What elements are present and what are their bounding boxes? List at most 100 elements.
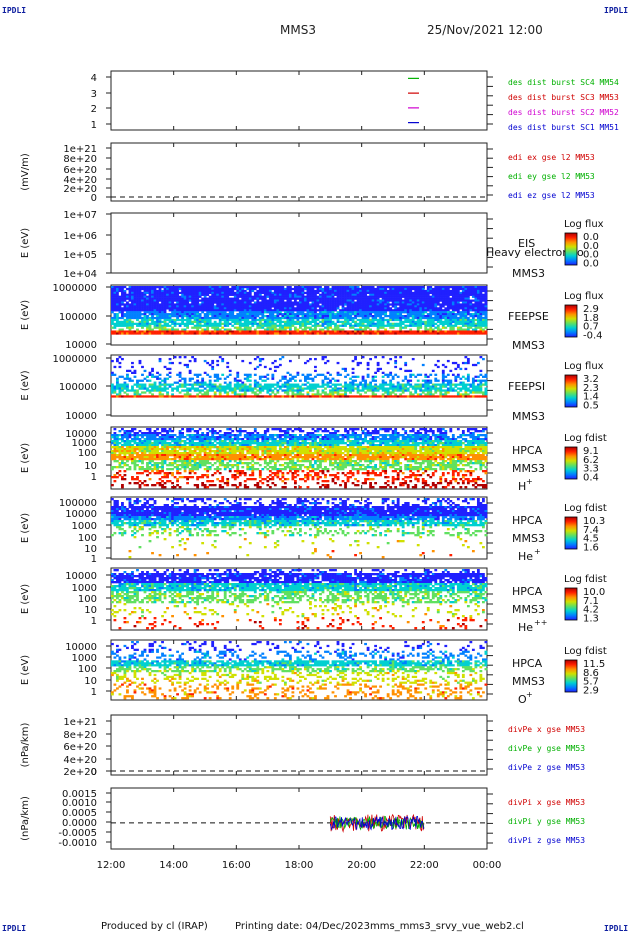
spectrogram-cell [371,320,375,324]
spectrogram-cell [349,289,352,293]
spectrogram-cell [111,446,114,449]
spectrogram-cell [431,311,435,314]
spectrogram-cell [299,385,302,388]
spectrogram-cell [471,377,475,380]
spectrogram-cell [266,387,270,390]
spectrogram-cell [261,307,265,310]
spectrogram-cell [404,320,408,324]
spectrogram-cell [464,311,468,314]
spectrogram-cell [153,383,157,386]
spectrogram-cell [213,301,217,304]
spectrogram-cell [251,318,255,322]
spectrogram-cell [376,286,380,289]
spectrogram-cell [161,383,164,386]
spectrogram-cell [208,383,212,386]
spectrogram-cell [126,313,129,316]
spectrogram-cell [238,299,242,302]
spectrogram-cell [466,316,470,320]
spectrogram-cell [301,383,305,386]
spectrogram-cell [211,303,215,306]
spectrogram-cell [469,385,473,388]
spectrogram-cell [406,395,410,398]
spectrogram-cell [181,320,184,324]
spectrogram-cell [324,307,327,310]
spectrogram-cell [131,320,134,324]
spectrogram-cell [253,357,257,361]
spectrogram-cell [381,375,385,378]
spectrogram-cell [168,316,172,320]
spectrogram-cell [384,299,388,302]
spectrogram-cell [131,385,134,388]
spectrogram-cell [376,291,380,295]
spectrogram-cell [131,332,134,335]
spectrogram-cell [266,303,270,306]
spectrogram-cell [456,307,460,310]
spectrogram-cell [344,391,347,394]
spectrogram-cell [271,313,275,316]
spectrogram-cell [446,301,450,304]
spectrogram-cell [409,383,413,386]
spectrogram-cell [238,305,242,308]
spectrogram-cell [369,307,372,310]
spectrogram-cell [299,297,302,300]
spectrogram-cell [416,299,420,302]
spectrogram-cell [359,287,362,291]
spectrogram-cell [121,293,124,296]
spacecraft-label: MMS3 [512,339,545,352]
spectrogram-cell [226,303,230,306]
spectrogram-cell [364,395,367,398]
spectrogram-cell [441,301,445,304]
spectrogram-cell [126,438,129,441]
spectrogram-cell [459,287,463,291]
spectrogram-cell [354,301,357,304]
spectrogram-cell [273,299,277,302]
spectrogram-cell [198,303,202,306]
spectrogram-cell [446,387,450,390]
spectrogram-cell [299,393,302,396]
spectrogram-cell [256,299,260,302]
spectrogram-cell [374,307,378,310]
spectrogram-cell [391,315,395,318]
spectrogram-cell [474,311,478,314]
spectrogram-cell [268,318,272,322]
spectrogram-cell [374,301,378,304]
spectrogram-cell [464,322,468,325]
spectrogram-cell [344,322,347,325]
spectrogram-cell [128,446,132,449]
spectrogram-cell [454,318,458,322]
spectrogram-cell [256,291,260,295]
spectrogram-cell [133,375,137,378]
spectrogram-cell [256,318,260,322]
spectrogram-cell [191,286,195,289]
spectrogram-cell [113,297,117,300]
spectrogram-cell [146,387,149,390]
spectrogram-cell [296,328,300,331]
spectrogram-cell [278,385,282,388]
spectrogram-cell [216,373,220,376]
spectrogram-cell [434,313,438,316]
spectrogram-cell [218,289,222,293]
spectrogram-cell [196,330,200,333]
spectrogram-cell [356,328,360,331]
spectrogram-cell [356,293,360,296]
spectrogram-cell [346,299,350,302]
spectrogram-cell [116,305,119,308]
spectrogram-cell [173,307,177,310]
spectrogram-cell [163,303,167,306]
spectrogram-cell [371,303,375,306]
spectrogram-cell [426,286,430,289]
spectrogram-cell [243,307,247,310]
spectrogram-cell [436,293,440,296]
spectrogram-cell [133,295,137,298]
spectrogram-cell [311,393,315,396]
spectrogram-cell [334,383,337,386]
spectrogram-cell [113,301,117,304]
spectrogram-cell [314,320,317,324]
spectrogram-cell [218,309,222,312]
spectrogram-cell [344,315,347,318]
spectrogram-cell [236,307,240,310]
spectrogram-cell [293,320,297,324]
spectrogram-cell [454,316,458,320]
spectrogram-cell [293,295,297,298]
spectrogram-cell [431,293,435,296]
